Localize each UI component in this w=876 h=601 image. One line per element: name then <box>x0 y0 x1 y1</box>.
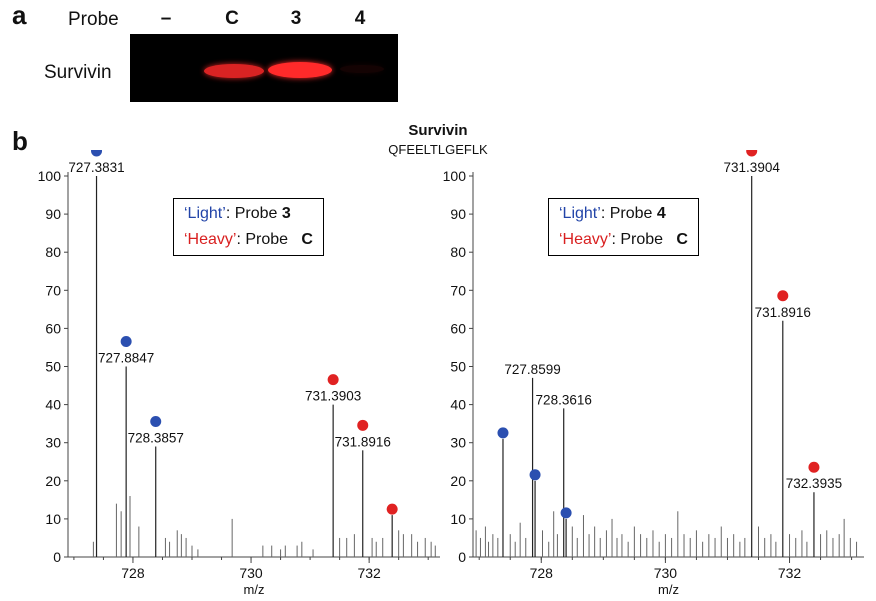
y-tick-label-1-100: 100 <box>443 168 467 184</box>
legend-right-heavy-text: : Probe <box>611 231 668 248</box>
peak-marker-0-2 <box>150 416 162 428</box>
legend-left-light-text: : Probe <box>225 205 282 222</box>
peak-label-1-7: 732.3935 <box>786 476 842 491</box>
legend-left: ‘Light’: Probe 3 ‘Heavy’: Probe C <box>173 198 324 256</box>
blot-band-lane-3 <box>268 62 332 78</box>
peak-marker-1-6 <box>777 290 789 302</box>
peak-label-0-2: 728.3857 <box>128 431 184 446</box>
peak-marker-1-7 <box>808 461 820 473</box>
x-tick-label-1-728: 728 <box>530 565 554 581</box>
legend-right-light-row: ‘Light’: Probe 4 <box>559 201 688 227</box>
probe-label: Probe <box>68 9 119 30</box>
peak-label-1-5: 731.3904 <box>724 160 781 175</box>
peak-marker-1-5 <box>746 150 758 157</box>
y-tick-label-1-20: 20 <box>450 473 466 489</box>
legend-right-light-text: : Probe <box>600 205 657 222</box>
y-tick-label-0-80: 80 <box>45 244 61 260</box>
legend-left-light-label: ‘Light’ <box>184 205 226 222</box>
blot-row-label: Survivin <box>44 62 112 83</box>
x-tick-label-0-732: 732 <box>357 565 381 581</box>
legend-left-heavy-row: ‘Heavy’: Probe C <box>184 227 313 253</box>
y-tick-label-0-60: 60 <box>45 320 61 336</box>
y-tick-label-0-100: 100 <box>38 168 62 184</box>
y-tick-label-1-90: 90 <box>450 206 466 222</box>
legend-left-light-row: ‘Light’: Probe 3 <box>184 201 313 227</box>
peak-label-1-2: 728.3616 <box>536 392 592 407</box>
legend-left-heavy-text: : Probe <box>236 231 293 248</box>
y-tick-label-0-50: 50 <box>45 359 61 375</box>
peak-marker-1-0 <box>497 427 509 439</box>
y-tick-label-0-10: 10 <box>45 511 61 527</box>
y-tick-label-1-50: 50 <box>450 359 466 375</box>
peak-label-0-4: 731.8916 <box>335 434 391 449</box>
x-tick-label-1-732: 732 <box>778 565 802 581</box>
peak-marker-1-3 <box>529 469 541 481</box>
blot-band-lane-4 <box>340 65 384 73</box>
x-tick-label-1-730: 730 <box>654 565 678 581</box>
legend-left-heavy-label: ‘Heavy’ <box>184 231 237 248</box>
peak-label-1-6: 731.8916 <box>755 305 811 320</box>
y-tick-label-0-70: 70 <box>45 282 61 298</box>
y-tick-label-0-0: 0 <box>53 549 61 565</box>
y-tick-label-1-80: 80 <box>450 244 466 260</box>
y-tick-label-0-90: 90 <box>45 206 61 222</box>
panel-b-title: Survivin <box>408 122 468 139</box>
x-tick-label-0-730: 730 <box>239 565 263 581</box>
panel-a-letter: a <box>12 0 27 30</box>
legend-right-heavy-label: ‘Heavy’ <box>559 231 612 248</box>
legend-left-heavy-probe: C <box>301 231 313 248</box>
blot-band-lane-2 <box>204 64 264 78</box>
legend-right-heavy-probe: C <box>676 231 688 248</box>
y-tick-label-1-60: 60 <box>450 320 466 336</box>
y-tick-label-1-40: 40 <box>450 397 466 413</box>
peak-marker-0-3 <box>327 374 339 386</box>
legend-right: ‘Light’: Probe 4 ‘Heavy’: Probe C <box>548 198 699 256</box>
y-tick-label-1-70: 70 <box>450 282 466 298</box>
y-tick-label-0-40: 40 <box>45 397 61 413</box>
y-tick-label-1-30: 30 <box>450 435 466 451</box>
x-axis-label-0: m/z <box>244 582 265 597</box>
legend-right-light-probe: 4 <box>656 205 666 222</box>
peak-marker-0-4 <box>357 419 369 431</box>
legend-right-light-label: ‘Light’ <box>559 205 601 222</box>
y-tick-label-1-10: 10 <box>450 511 466 527</box>
x-tick-label-0-728: 728 <box>121 565 145 581</box>
peak-marker-0-5 <box>386 503 398 515</box>
peak-marker-0-0 <box>91 150 103 157</box>
y-tick-label-0-20: 20 <box>45 473 61 489</box>
peak-label-0-0: 727.3831 <box>68 160 124 175</box>
peak-marker-0-1 <box>120 336 132 347</box>
y-tick-label-1-0: 0 <box>458 549 466 565</box>
panel-b-letter: b <box>12 126 28 156</box>
peak-label-1-1: 727.8599 <box>504 362 560 377</box>
mass-spectrum-left: 0 10 20 30 40 50 60 70 80 90 100 728 730 732 m/z 727.38… <box>38 150 440 597</box>
peak-marker-1-4 <box>560 507 572 519</box>
panel-b-subtitle: QFEELTLGEFLK <box>388 142 488 157</box>
lane-label-2: C <box>225 8 239 29</box>
lane-label-3: 3 <box>290 8 302 29</box>
western-blot-image <box>130 34 398 102</box>
legend-left-light-probe: 3 <box>281 205 291 222</box>
legend-right-heavy-row: ‘Heavy’: Probe C <box>559 227 688 253</box>
y-tick-label-0-30: 30 <box>45 435 61 451</box>
lane-label-4: 4 <box>354 8 366 29</box>
x-axis-label-1: m/z <box>658 582 679 597</box>
peak-label-0-3: 731.3903 <box>305 389 361 404</box>
lane-label-1: – <box>160 8 172 29</box>
mass-spectrum-right: 0 10 20 30 40 50 60 70 80 90 100 728 730 732 m/z 727.85… <box>443 150 864 597</box>
peak-label-0-1: 727.8847 <box>98 351 154 366</box>
